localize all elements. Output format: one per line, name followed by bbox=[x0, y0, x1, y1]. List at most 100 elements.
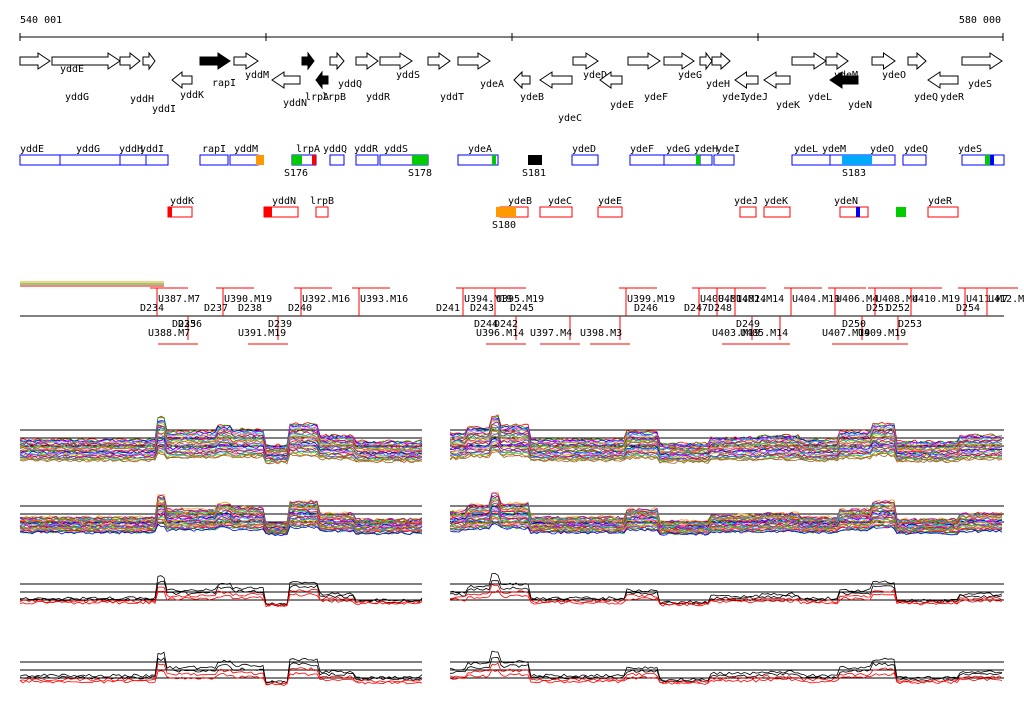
reverse-selected-trace-1-1 bbox=[449, 657, 1003, 683]
upper-segment-label-U412.M4: U412.M4 bbox=[988, 294, 1024, 305]
gene-yddE: yddE bbox=[19, 52, 84, 75]
reverse-highlight-0 bbox=[168, 207, 172, 217]
lower-segment-label-U388.M7: U388.M7 bbox=[148, 328, 190, 339]
reverse-all-trace-12-1 bbox=[449, 506, 1003, 529]
gene-arrow-ydeF bbox=[627, 52, 661, 70]
forward-box-rapI bbox=[199, 154, 229, 166]
forward-highlight-6 bbox=[842, 155, 872, 165]
gene-label-ydeD: ydeD bbox=[583, 70, 607, 81]
reverse-highlight-2 bbox=[496, 207, 516, 217]
gene-arrow-yddM bbox=[233, 52, 259, 70]
lower-segment-label-U396.M14: U396.M14 bbox=[476, 328, 524, 339]
gene-label-ydeI: ydeI bbox=[722, 92, 746, 103]
gene-label-ydeQ: ydeQ bbox=[914, 92, 938, 103]
upper-down-label-D240: D240 bbox=[288, 303, 312, 314]
gene-yddR: yddR bbox=[355, 52, 391, 103]
upper-down-label-D234: D234 bbox=[140, 303, 164, 314]
gene-rapI: rapI bbox=[199, 52, 236, 89]
gene-arrow-ydeI bbox=[711, 51, 731, 71]
upper-down-label-D252: D252 bbox=[886, 303, 910, 314]
upper-segment-label-U390.M19: U390.M19 bbox=[224, 294, 272, 305]
forward-all-trace-7-0 bbox=[19, 424, 423, 452]
forward-box-yddR bbox=[355, 154, 379, 166]
reverse-box-ydeR bbox=[927, 206, 959, 218]
lower-down-label-D236: D236 bbox=[178, 319, 202, 330]
reverse-selected-trace-0-1 bbox=[449, 650, 1003, 682]
expression-panel-reverse-selected bbox=[19, 650, 1004, 687]
forward-all-trace-0-1 bbox=[449, 414, 1003, 446]
reverse-all-trace-22-0 bbox=[19, 518, 423, 535]
upper-down-label-D251: D251 bbox=[866, 303, 890, 314]
forward-label-yddG: yddG bbox=[76, 144, 100, 155]
forward-selected-trace-1-1 bbox=[449, 580, 1003, 605]
forward-all-trace-17-1 bbox=[449, 438, 1003, 457]
upper-down-label-D238: D238 bbox=[238, 303, 262, 314]
forward-box-yddQ bbox=[329, 154, 345, 166]
gene-yddT: yddT bbox=[427, 52, 464, 103]
gene-yddK: yddK bbox=[171, 70, 204, 101]
forward-highlight-8 bbox=[985, 155, 990, 165]
forward-all-trace-13-1 bbox=[449, 432, 1003, 455]
forward-all-trace-12-1 bbox=[449, 430, 1003, 454]
gene-label-ydeK: ydeK bbox=[776, 100, 800, 111]
gene-ydeJ: ydeJ bbox=[734, 71, 768, 103]
forward-box-ydeG bbox=[663, 154, 701, 166]
reverse-label-yddN: yddN bbox=[272, 196, 296, 207]
forward-box-ydeD bbox=[571, 154, 599, 166]
gene-ydeK: ydeK bbox=[763, 71, 800, 111]
forward-all-trace-7-1 bbox=[449, 424, 1003, 451]
forward-label-yddS: yddS bbox=[384, 144, 408, 155]
gene-label-ydeO: ydeO bbox=[882, 70, 906, 81]
gene-arrow-yddS bbox=[379, 52, 413, 70]
expression-panel-reverse-all bbox=[19, 492, 1004, 537]
forward-selected-trace-2-0 bbox=[19, 586, 423, 608]
forward-label-lrpA: lrpA bbox=[296, 144, 320, 155]
gene-arrow-lrpA bbox=[301, 51, 315, 71]
upper-down-label-D248: D248 bbox=[708, 303, 732, 314]
upper-segment-label-U400.M14: U400.M14 bbox=[700, 294, 748, 305]
gene-ydeA: ydeA bbox=[457, 52, 504, 90]
forward-label-ydeG: ydeG bbox=[666, 144, 690, 155]
upper-down-label-D254: D254 bbox=[956, 303, 980, 314]
gene-arrow-ydeL bbox=[791, 52, 827, 70]
gene-lrpA: lrpA bbox=[301, 51, 329, 103]
gene-yddM: yddM bbox=[233, 52, 269, 81]
gene-label-ydeL: ydeL bbox=[808, 92, 832, 103]
gene-ydeO: ydeO bbox=[871, 52, 906, 81]
forward-all-trace-5-0 bbox=[19, 422, 423, 451]
reverse-all-trace-27-1 bbox=[449, 523, 1003, 536]
forward-label-ydeF: ydeF bbox=[630, 144, 654, 155]
gene-arrow-yddH bbox=[119, 51, 141, 71]
forward-label-ydeQ: ydeQ bbox=[904, 144, 928, 155]
gene-ydeI: ydeI bbox=[711, 51, 746, 103]
upper-segment-label-U393.M16: U393.M16 bbox=[360, 294, 408, 305]
gene-label-yddI: yddI bbox=[152, 104, 176, 115]
gene-label-ydeF: ydeF bbox=[644, 92, 668, 103]
reverse-box-ydeC bbox=[539, 206, 573, 218]
expression-panel-forward-selected bbox=[19, 572, 1004, 608]
forward-all-trace-0-0 bbox=[19, 415, 423, 448]
reverse-box-ydeK bbox=[763, 206, 791, 218]
upper-segment-label-U394.M19: U394.M19 bbox=[464, 294, 512, 305]
gene-yddH: yddH bbox=[119, 51, 154, 105]
forward-label-yddM: yddM bbox=[234, 144, 258, 155]
reverse-label-ydeJ: ydeJ bbox=[734, 196, 758, 207]
forward-box-ydeH bbox=[699, 154, 713, 166]
forward-all-trace-10-1 bbox=[449, 427, 1003, 453]
gene-label-yddG: yddG bbox=[65, 92, 89, 103]
forward-label-ydeH: ydeH bbox=[694, 144, 718, 155]
site-label-S176: S176 bbox=[284, 168, 308, 179]
forward-highlight-2 bbox=[312, 155, 316, 165]
lower-down-label-D249: D249 bbox=[736, 319, 760, 330]
forward-selected-trace-3-1 bbox=[449, 589, 1003, 607]
forward-highlight-4 bbox=[528, 155, 542, 165]
reverse-label-yddK: yddK bbox=[170, 196, 194, 207]
site-label-S178: S178 bbox=[408, 168, 432, 179]
gene-yddS: yddS bbox=[379, 52, 420, 81]
forward-label-ydeA: ydeA bbox=[468, 144, 492, 155]
gene-lrpB: lrpB bbox=[315, 70, 346, 103]
upper-segment-label-U395.M19: U395.M19 bbox=[496, 294, 544, 305]
gene-label-yddT: yddT bbox=[440, 92, 464, 103]
upper-segment-label-U402.M14: U402.M14 bbox=[736, 294, 784, 305]
gene-arrow-ydeE bbox=[599, 71, 623, 89]
